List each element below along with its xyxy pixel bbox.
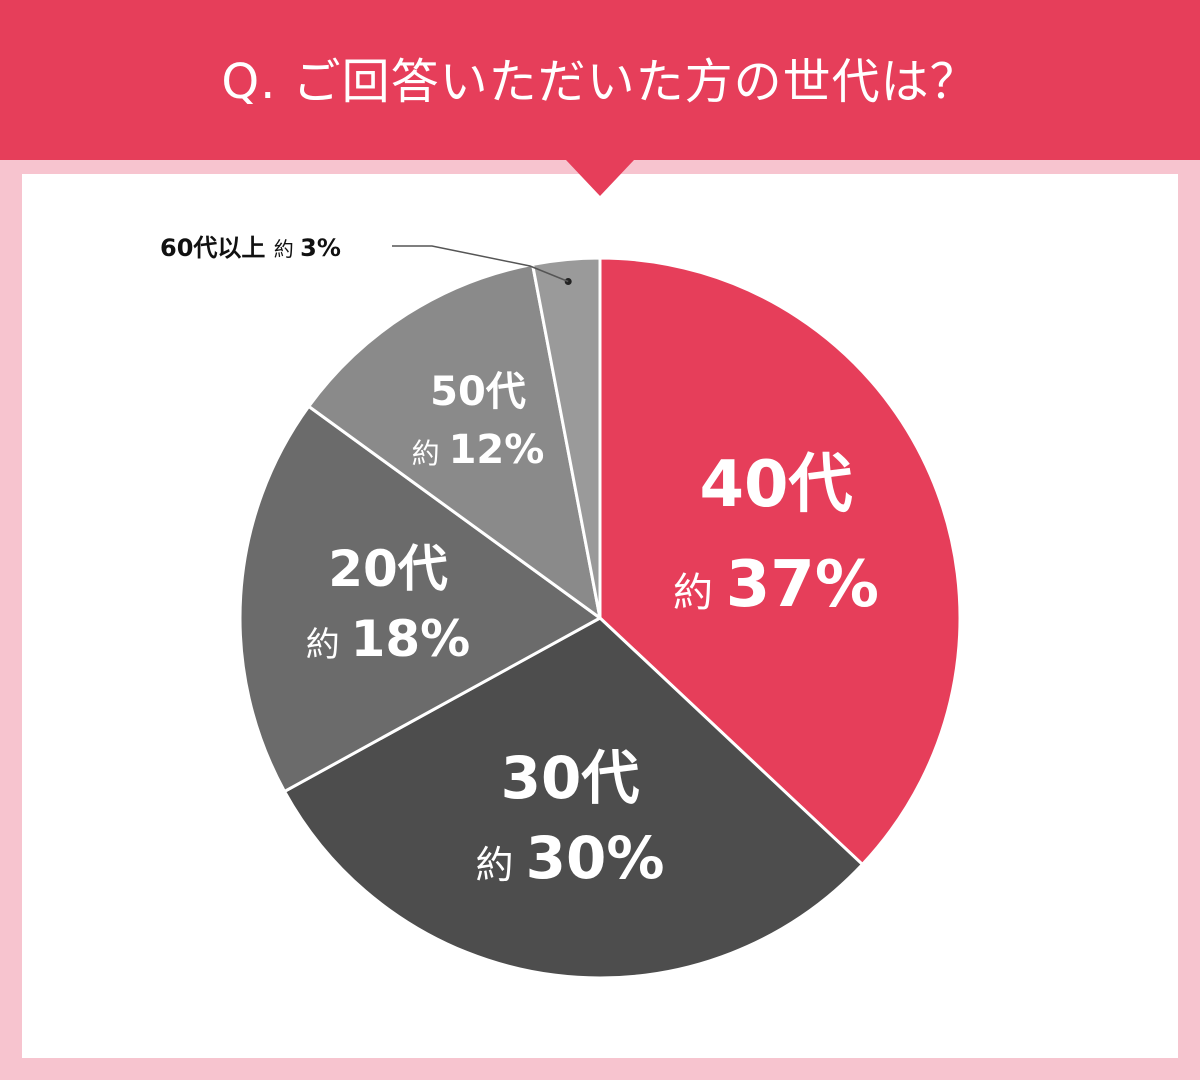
pie-slice-3 bbox=[238, 404, 602, 793]
slice-label-3: 20代 bbox=[328, 540, 448, 598]
pie-slice-2 bbox=[283, 616, 864, 980]
chart-title: Q. ご回答いただいた方の世代は？ bbox=[221, 54, 979, 110]
callout-leader-line bbox=[392, 245, 569, 283]
banner-pointer bbox=[566, 160, 634, 196]
pie-slice-5 bbox=[531, 256, 602, 620]
slice-label-4: 50代 bbox=[430, 369, 526, 415]
pie-slices bbox=[238, 256, 962, 980]
title-banner: Q. ご回答いただいた方の世代は？ bbox=[0, 0, 1200, 160]
slice-value-2: 約 30% bbox=[476, 824, 665, 892]
slice-label-2: 30代 bbox=[501, 744, 640, 812]
slice-label-1: 40代 bbox=[699, 448, 852, 522]
pie-slice-4 bbox=[307, 262, 602, 620]
pie-slice-1 bbox=[598, 256, 962, 866]
slice-value-4: 約 12% bbox=[412, 427, 545, 473]
slice-callout-label-5: 60代以上 約 3% bbox=[160, 234, 341, 262]
slice-value-1: 約 37% bbox=[673, 548, 879, 622]
slice-value-3: 約 18% bbox=[306, 610, 471, 668]
